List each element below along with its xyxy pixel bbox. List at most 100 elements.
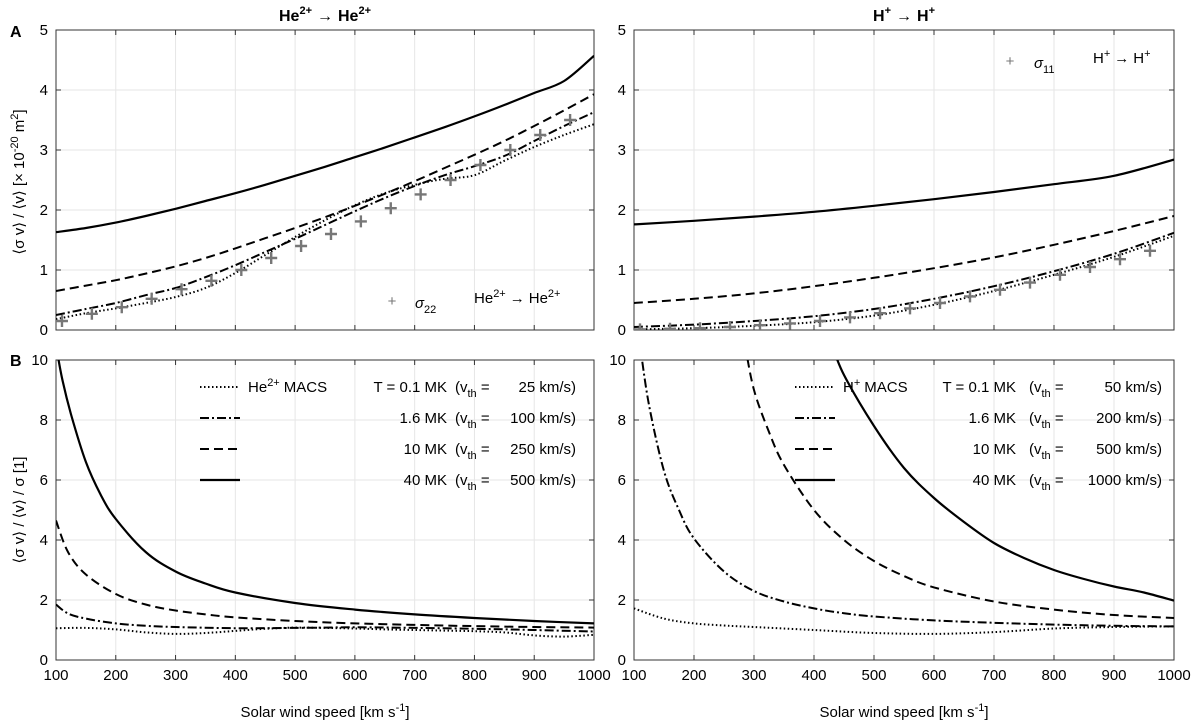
y-tick-label: 3	[618, 142, 626, 159]
legend-b-left-vth-3: (vth =	[455, 472, 490, 493]
y-tick-label: 3	[40, 142, 48, 159]
title-left-sup-2: 2+	[358, 5, 371, 17]
legend-a-right-marker: +	[1006, 53, 1015, 70]
legend-b-right-ion: H+ MACS	[843, 377, 908, 396]
legend-b-right-ion-base: H	[843, 379, 854, 396]
series-line-dotted	[634, 234, 1174, 330]
legend-b-left-temp-3: 40 MK	[404, 472, 447, 489]
vth-prefix: (v	[455, 472, 468, 489]
title-right-sup: +	[885, 5, 891, 17]
legend-a-right-sup-2: +	[1144, 48, 1150, 60]
series-group	[56, 360, 594, 638]
vth-prefix: (v	[455, 441, 468, 458]
legend-b-left-vval-3: 500 km/s)	[510, 472, 576, 489]
y-tick-label: 0	[40, 652, 48, 669]
title-left-base-2: He	[338, 8, 359, 25]
data-marker	[874, 307, 886, 320]
x-tick-label: 200	[103, 667, 128, 684]
y-tick-label: 8	[618, 412, 626, 429]
panel-letter-a: A	[10, 24, 22, 41]
legend-b-right-ion-sup: +	[854, 377, 860, 389]
legend-a-left-arrow: →	[510, 290, 525, 307]
legend-b-left-vth-2: (vth =	[455, 441, 490, 462]
data-marker	[934, 297, 946, 309]
legend-a-right-base: H	[1093, 50, 1104, 67]
legend-a-right-sup: +	[1104, 48, 1110, 60]
legend-a-right-sigma: σ11	[1034, 55, 1054, 76]
y-tick-label: 10	[31, 352, 48, 369]
series-line-dotted	[634, 607, 1174, 635]
data-marker	[664, 322, 676, 330]
legend-a-right-arrow: →	[1114, 50, 1129, 67]
vth-sub: th	[468, 388, 477, 400]
data-marker	[904, 302, 916, 315]
x-tick-label: 900	[522, 667, 547, 684]
series-line-dashed	[56, 520, 594, 629]
legend-a-left-sigma-base: σ	[415, 295, 425, 312]
xlabel-right-end: ]	[984, 704, 988, 721]
series-line-dashed	[634, 215, 1174, 304]
data-marker	[235, 264, 248, 276]
vth-eq: =	[477, 441, 490, 458]
legend-b-left-vval-2: 250 km/s)	[510, 441, 576, 458]
x-tick-label: 700	[981, 667, 1006, 684]
y-tick-label: 2	[618, 592, 626, 609]
vth-eq: =	[477, 379, 490, 396]
series-line-dashdot	[56, 603, 594, 633]
x-tick-label: 1000	[577, 667, 610, 684]
vth-close: )	[571, 379, 576, 396]
legend-b-right-vth-1: (vth =	[1029, 410, 1064, 431]
legend-a-left-label: He2+ → He2+	[474, 288, 560, 307]
legend-b-left-ion: He2+ MACS	[248, 377, 327, 396]
vth-sub: th	[1042, 419, 1051, 431]
x-tick-label: 100	[621, 667, 646, 684]
y-tick-label: 5	[618, 22, 626, 39]
data-marker	[384, 202, 397, 215]
series-line-dashed	[746, 360, 1174, 619]
vth-sub: th	[468, 450, 477, 462]
data-marker	[504, 144, 517, 156]
x-tick-label: 300	[741, 667, 766, 684]
legend-a-left-sigma-sub: 22	[424, 304, 436, 316]
vth-prefix: (v	[1029, 410, 1042, 427]
xlabel-left-sup: -1	[396, 702, 406, 714]
data-marker	[1024, 276, 1036, 289]
vth-eq: =	[1051, 472, 1064, 489]
data-marker	[85, 307, 98, 320]
data-marker	[754, 319, 766, 330]
title-right: H+ → H+	[873, 5, 935, 25]
data-marker	[844, 311, 856, 324]
data-marker	[724, 321, 736, 330]
vth-value: 25 km/s	[518, 379, 571, 396]
series-group	[634, 158, 1174, 330]
x-tick-label: 200	[681, 667, 706, 684]
legend-b-right-vth-2: (vth =	[1029, 441, 1064, 462]
y-tick-label: 1	[618, 262, 626, 279]
legend-b-left: He2+ MACS T = 0.1 MK (vth = 25 km/s) 1.6 …	[200, 377, 576, 493]
vth-value: 500 km/s	[510, 472, 571, 489]
y-tick-label: 0	[618, 652, 626, 669]
title-left-base: He	[279, 8, 300, 25]
x-tick-label: 500	[861, 667, 886, 684]
title-left-arrow: →	[317, 8, 333, 25]
data-marker	[694, 322, 706, 330]
legend-b-left-ion-base: He	[248, 379, 267, 396]
vth-sub: th	[1042, 450, 1051, 462]
legend-a-left-base-2: He	[529, 290, 548, 307]
y-tick-label: 5	[40, 22, 48, 39]
title-left: He2+ → He2+	[279, 5, 371, 25]
legend-b-left-vval-0: 25 km/s)	[518, 379, 576, 396]
legend-b-left-temp-1: 1.6 MK	[399, 410, 447, 427]
series-group	[634, 360, 1174, 635]
vth-prefix: (v	[455, 379, 468, 396]
plot-frame	[55, 359, 595, 661]
xlabel-left: Solar wind speed [km s-1]	[240, 702, 409, 721]
series-line-dashed	[56, 93, 594, 292]
data-marker	[634, 323, 646, 330]
vth-prefix: (v	[1029, 441, 1042, 458]
vth-close: )	[571, 472, 576, 489]
legend-a-right-base-2: H	[1133, 50, 1144, 67]
ylabel-bottom: ⟨σ v⟩ / ⟨v⟩ / σ [1]	[11, 457, 28, 564]
xlabel-right-main: Solar wind speed [km s	[819, 704, 974, 721]
vth-prefix: (v	[1029, 472, 1042, 489]
